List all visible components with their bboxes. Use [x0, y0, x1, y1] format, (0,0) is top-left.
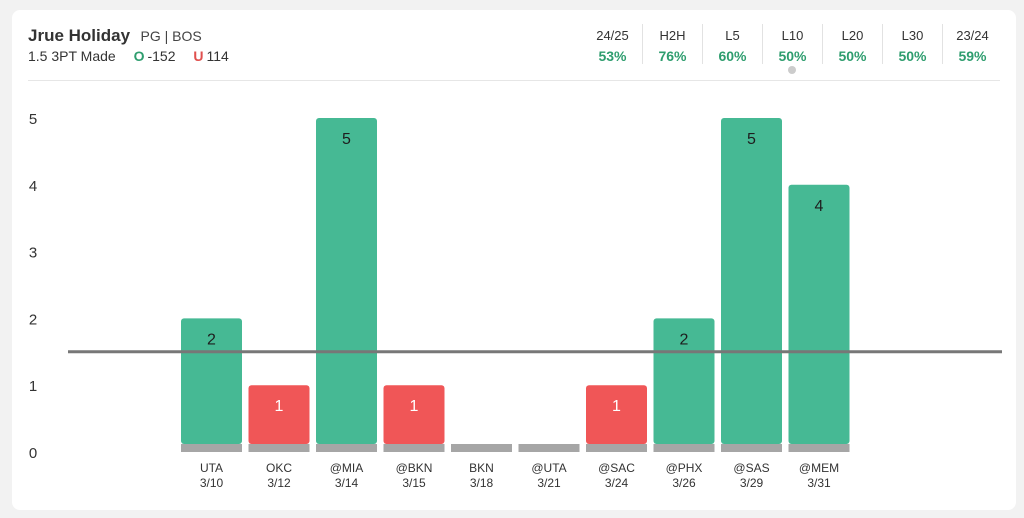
bar-value-label: 5: [747, 131, 756, 148]
stat-label: L5: [725, 28, 740, 43]
x-tick-date: 3/21: [537, 476, 561, 490]
bar: [383, 385, 445, 444]
y-tick-label: 5: [29, 111, 37, 128]
bar: [788, 184, 850, 445]
stat-tab-h2h[interactable]: H2H 76%: [642, 24, 702, 64]
stat-value: 50%: [898, 48, 927, 64]
x-tick-date: 3/14: [335, 476, 359, 490]
bar: [586, 385, 647, 444]
x-tick-opponent: @SAS: [733, 461, 769, 475]
selected-tab-indicator: [788, 66, 796, 74]
stat-value: 60%: [718, 48, 747, 64]
stat-value: 76%: [658, 48, 687, 64]
bar-value-label: 1: [275, 398, 284, 415]
over-odds[interactable]: -152: [147, 48, 176, 64]
bar-value-label: 5: [342, 131, 351, 148]
x-tick-date: 3/18: [470, 476, 494, 490]
y-tick-label: 3: [29, 245, 37, 262]
player-header: Jrue Holiday PG | BOS: [28, 26, 202, 46]
x-tick-date: 3/12: [267, 476, 291, 490]
y-tick-label: 0: [29, 445, 37, 462]
bar-base: [248, 444, 310, 452]
over-label[interactable]: O: [133, 48, 145, 64]
bar: [248, 385, 310, 444]
x-tick-opponent: @BKN: [396, 461, 433, 475]
bar-value-label: 1: [410, 398, 419, 415]
bar: [316, 118, 377, 444]
bar-value-label: 1: [612, 398, 621, 415]
stat-label: 24/25: [596, 28, 629, 43]
bar: [653, 318, 715, 444]
bar-base: [653, 444, 715, 452]
stat-value: 53%: [598, 48, 627, 64]
stat-tab-l5[interactable]: L5 60%: [702, 24, 762, 64]
stat-tab-l10[interactable]: L10 50%: [762, 24, 822, 64]
stat-tab-prev-season[interactable]: 23/24 59%: [942, 24, 1002, 64]
bar-base: [721, 444, 782, 452]
y-tick-label: 2: [29, 311, 37, 328]
stat-label: L20: [841, 28, 864, 43]
stat-label: L10: [781, 28, 804, 43]
stat-tab-l20[interactable]: L20 50%: [822, 24, 882, 64]
x-tick-opponent: @MIA: [330, 461, 364, 475]
y-tick-label: 4: [29, 178, 37, 195]
y-tick-label: 1: [29, 378, 37, 395]
x-tick-date: 3/15: [402, 476, 426, 490]
x-tick-opponent: @UTA: [531, 461, 566, 475]
x-tick-date: 3/29: [740, 476, 764, 490]
bar-value-label: 4: [815, 198, 824, 215]
hit-rate-tabs: 24/25 53% H2H 76% L5 60% L10 50% L20 50%…: [583, 24, 1002, 64]
prop-line: 1.5 3PT Made O -152 U 114: [28, 48, 229, 64]
bar-base: [181, 444, 242, 452]
bar-base: [316, 444, 377, 452]
header-divider: [28, 80, 1000, 81]
bar-base: [383, 444, 445, 452]
bar: [181, 318, 242, 444]
stat-value: 59%: [958, 48, 987, 64]
stat-label: H2H: [659, 28, 686, 43]
player-name: Jrue Holiday: [28, 26, 131, 45]
player-position-team: PG | BOS: [140, 28, 202, 44]
stat-tab-season[interactable]: 24/25 53%: [583, 24, 642, 64]
bar-base: [788, 444, 850, 452]
stat-tab-l30[interactable]: L30 50%: [882, 24, 942, 64]
bar-base: [518, 444, 580, 452]
x-tick-opponent: OKC: [266, 461, 292, 475]
x-tick-opponent: @PHX: [666, 461, 703, 475]
stat-label: L30: [901, 28, 924, 43]
x-tick-date: 3/24: [605, 476, 629, 490]
stat-value: 50%: [778, 48, 807, 64]
under-odds[interactable]: 114: [206, 48, 229, 64]
x-tick-date: 3/10: [200, 476, 224, 490]
x-tick-date: 3/31: [807, 476, 831, 490]
x-tick-opponent: @SAC: [598, 461, 635, 475]
prop-label: 1.5 3PT Made: [28, 48, 116, 64]
x-tick-opponent: UTA: [200, 461, 223, 475]
stat-label: 23/24: [956, 28, 989, 43]
x-tick-opponent: @MEM: [799, 461, 839, 475]
stat-value: 50%: [838, 48, 867, 64]
x-tick-date: 3/26: [672, 476, 696, 490]
bar-value-label: 2: [207, 331, 216, 348]
bar: [721, 118, 782, 444]
under-label[interactable]: U: [193, 48, 204, 64]
x-tick-opponent: BKN: [469, 461, 494, 475]
bar-base: [451, 444, 512, 452]
bar-value-label: 2: [680, 331, 689, 348]
bar-base: [586, 444, 647, 452]
